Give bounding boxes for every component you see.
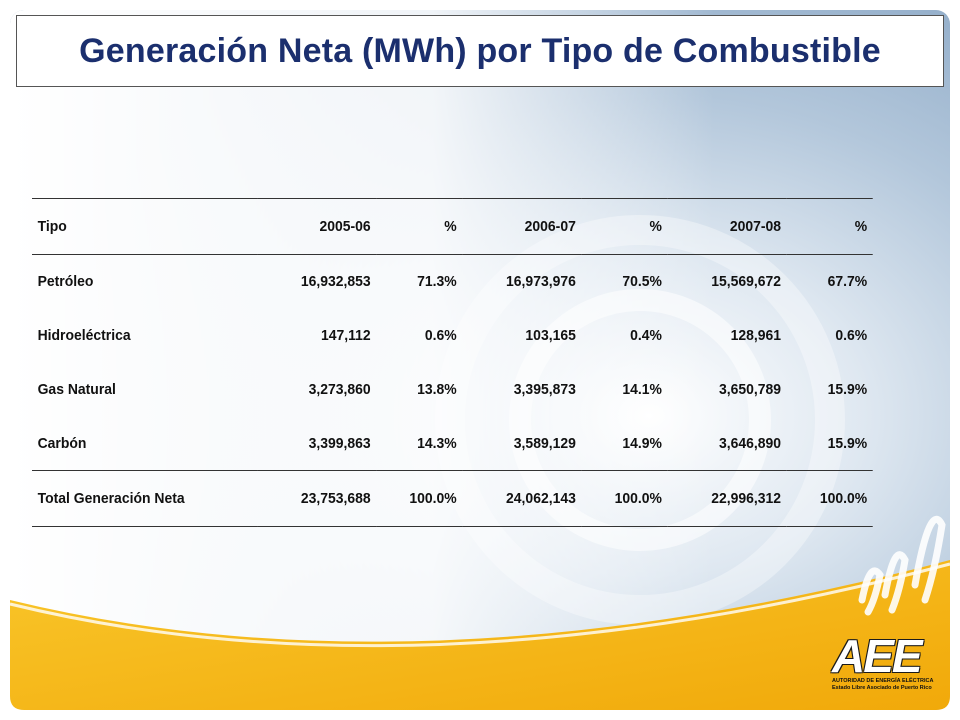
- table-row: Petróleo 16,932,853 71.3% 16,973,976 70.…: [32, 255, 873, 309]
- header-2007-08: 2007-08: [729, 218, 782, 235]
- cell-value: 147,112: [320, 327, 371, 344]
- cell-type: Petróleo: [37, 273, 94, 291]
- cell-percent: 13.8%: [417, 381, 457, 398]
- cell-percent: 0.6%: [424, 327, 457, 344]
- cell-percent: 100.0%: [819, 490, 868, 507]
- table-row: Gas Natural 3,273,860 13.8% 3,395,873 14…: [32, 363, 873, 417]
- cell-percent: 14.1%: [622, 381, 662, 398]
- cell-percent: 67.7%: [827, 273, 868, 291]
- title-box: Generación Neta (MWh) por Tipo de Combus…: [16, 15, 944, 87]
- cell-value: 23,753,688: [300, 490, 371, 507]
- cell-value: 22,996,312: [711, 490, 782, 507]
- logo-line-1: AUTORIDAD DE ENERGÍA ELÉCTRICA: [832, 678, 934, 684]
- table-row: Hidroeléctrica 147,112 0.6% 103,165 0.4%…: [32, 309, 873, 363]
- cell-value: 128,961: [730, 327, 782, 344]
- cell-value: 3,589,129: [513, 434, 576, 452]
- header-2006-07: 2006-07: [524, 218, 576, 235]
- table-row: Carbón 3,399,863 14.3% 3,589,129 14.9% 3…: [32, 417, 873, 471]
- cell-type: Hidroeléctrica: [37, 327, 131, 344]
- header-pct-2005-06: %: [444, 218, 457, 235]
- cell-percent: 100.0%: [614, 490, 662, 507]
- logo-line-2: Estado Libre Asociado de Puerto Rico: [832, 685, 932, 691]
- cell-type: Gas Natural: [37, 381, 116, 398]
- cell-value: 3,273,860: [308, 381, 371, 398]
- table-total-row: Total Generación Neta 23,753,688 100.0% …: [32, 470, 873, 527]
- cell-percent: 0.6%: [835, 327, 868, 344]
- header-2005-06: 2005-06: [319, 218, 371, 235]
- cell-percent: 14.9%: [622, 434, 662, 452]
- generation-table: Tipo 2005-06 % 2006-07 % 2007-08 % Petró…: [32, 198, 873, 527]
- aee-logo: AEE AUTORIDAD DE ENERGÍA ELÉCTRICA Estad…: [832, 630, 934, 692]
- cell-value: 16,932,853: [300, 273, 371, 291]
- slide-title: Generación Neta (MWh) por Tipo de Combus…: [79, 31, 881, 70]
- cell-value: 24,062,143: [506, 490, 576, 507]
- cell-percent: 0.4%: [630, 327, 662, 344]
- cell-value: 3,395,873: [513, 381, 576, 398]
- cell-percent: 71.3%: [417, 273, 457, 291]
- logo-letters: AEE: [832, 630, 923, 682]
- cell-percent: 15.9%: [827, 381, 868, 398]
- cell-percent: 15.9%: [827, 434, 868, 452]
- cell-value: 15,569,672: [711, 273, 782, 291]
- cell-value: 103,165: [525, 327, 576, 344]
- cell-type: Total Generación Neta: [37, 490, 185, 507]
- cell-value: 16,973,976: [506, 273, 576, 291]
- cell-value: 3,650,789: [719, 381, 782, 398]
- cell-value: 3,646,890: [719, 434, 782, 452]
- cell-type: Carbón: [37, 434, 87, 452]
- cell-percent: 14.3%: [417, 434, 457, 452]
- cell-percent: 100.0%: [409, 490, 457, 507]
- header-pct-2007-08: %: [854, 218, 868, 235]
- cell-percent: 70.5%: [622, 273, 662, 291]
- cell-value: 3,399,863: [308, 434, 371, 452]
- header-tipo: Tipo: [37, 218, 67, 235]
- header-pct-2006-07: %: [649, 218, 662, 235]
- table-header-row: Tipo 2005-06 % 2006-07 % 2007-08 %: [32, 198, 873, 255]
